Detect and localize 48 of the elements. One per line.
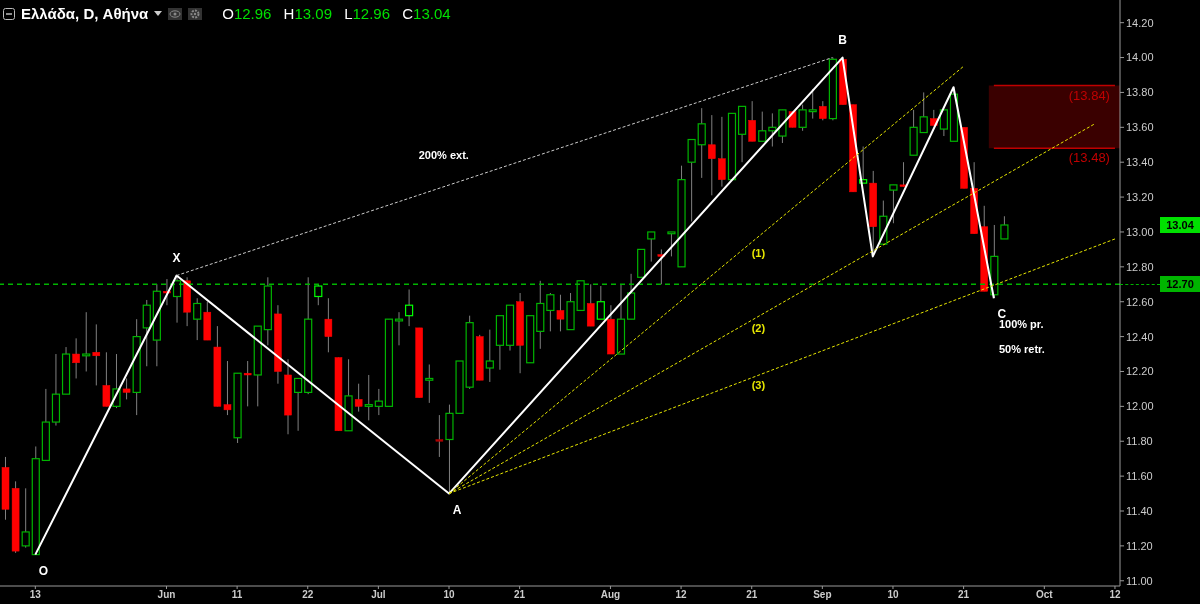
annotation: (2)	[751, 321, 766, 334]
y-tick-label: 11.60	[1126, 470, 1153, 483]
x-tick-label: 13	[29, 589, 42, 601]
annotation: (1)	[751, 246, 766, 259]
ref-line-label: 12.70	[1160, 276, 1200, 293]
x-tick-label: 22	[302, 589, 314, 601]
annotation: (3)	[751, 379, 766, 392]
x-tick-label: 12	[675, 589, 688, 601]
chart-title: Ελλάδα, D, Αθήνα	[21, 5, 149, 22]
y-tick-label: 11.80	[1126, 435, 1153, 448]
x-tick-label: Aug	[600, 589, 621, 601]
x-tick-label: Sep	[813, 589, 832, 601]
chart-subtitle: O12.96 H13.09 L12.96 C13.04	[222, 5, 451, 22]
x-tick-label: 21	[514, 589, 526, 601]
y-tick-label: 12.60	[1126, 295, 1154, 308]
annotation: 200% ext.	[418, 148, 469, 161]
y-tick-label: 13.00	[1126, 225, 1154, 238]
y-tick-label: 11.20	[1126, 539, 1153, 552]
y-tick-label: 12.20	[1126, 365, 1154, 378]
y-tick-label: 12.80	[1126, 260, 1154, 273]
x-tick-label: Jul	[371, 589, 386, 601]
y-tick-label: 11.00	[1126, 574, 1153, 587]
x-tick-label: 21	[958, 589, 970, 601]
ref-line-label: (13.48)	[1068, 150, 1110, 166]
y-tick-label: 13.80	[1126, 86, 1154, 99]
x-tick-label: Oct	[1035, 589, 1054, 601]
data-label: B	[838, 32, 848, 47]
x-tick-label: Jun	[157, 589, 176, 601]
y-tick-label: 12.40	[1126, 330, 1154, 343]
x-tick-label: 21	[746, 589, 758, 601]
data-label: A	[452, 502, 462, 517]
data-label: X	[172, 250, 181, 265]
y-tick-label: 13.20	[1126, 190, 1154, 203]
x-tick-label: 11	[231, 589, 243, 601]
y-tick-label: 11.40	[1126, 504, 1153, 517]
x-tick-label: 12	[1109, 589, 1121, 601]
y-tick-label: 13.60	[1126, 121, 1154, 134]
x-tick-label: 10	[887, 589, 899, 601]
y-tick-label: 14.00	[1126, 51, 1154, 64]
x-tick-label: 10	[443, 589, 456, 601]
ref-line-label: (13.84)	[1068, 87, 1110, 103]
y-tick-label: 12.00	[1126, 400, 1154, 413]
text: 13.04	[1160, 216, 1200, 233]
annotation: 100% pr.	[998, 318, 1044, 331]
y-tick-label: 14.20	[1126, 16, 1154, 29]
y-tick-label: 13.40	[1126, 156, 1154, 169]
data-label: O	[38, 563, 48, 578]
annotation: 50% retr.	[998, 342, 1045, 355]
